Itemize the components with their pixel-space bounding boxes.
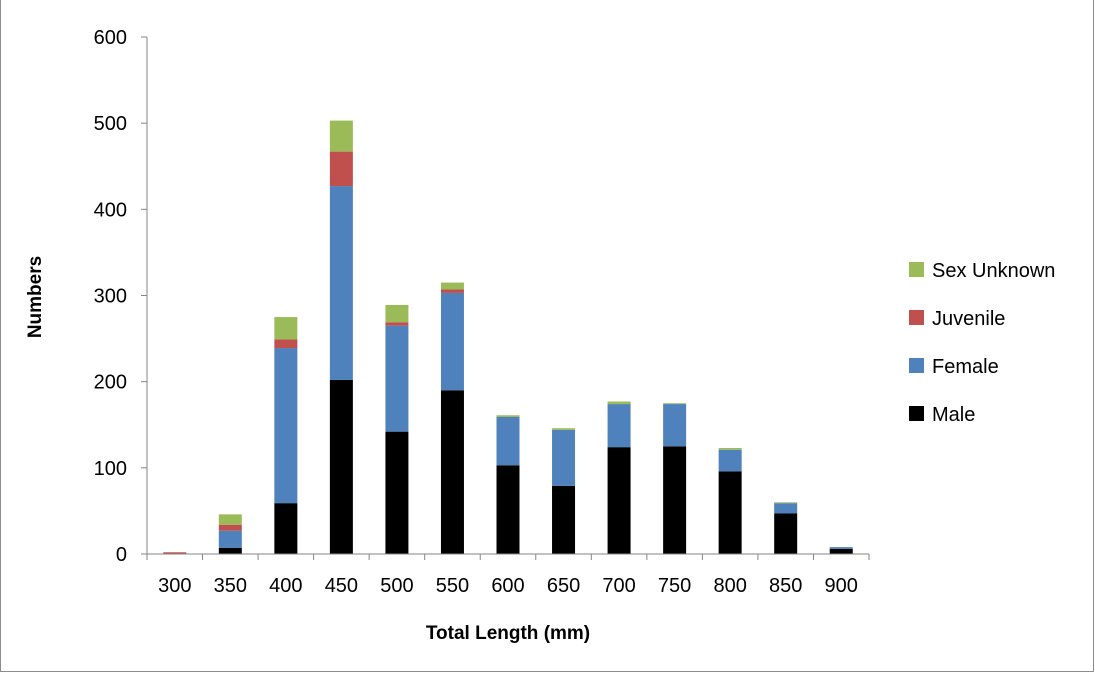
bar-female-650 [552, 429, 576, 486]
bar-juvenile-400 [274, 339, 298, 349]
bar-male-500 [385, 431, 409, 554]
bar-sex-unknown-750 [663, 403, 687, 405]
legend-label-male: Male [932, 404, 975, 426]
y-tick-label: 0 [116, 544, 127, 566]
bar-juvenile-550 [440, 289, 464, 293]
y-tick-label: 500 [94, 113, 127, 135]
y-tick-label: 600 [94, 27, 127, 49]
x-tick-label: 850 [769, 575, 802, 597]
bar-sex-unknown-650 [552, 428, 576, 430]
bar-male-550 [440, 390, 464, 554]
bar-male-600 [496, 465, 520, 554]
bar-female-800 [718, 449, 742, 472]
bar-male-900 [829, 548, 853, 554]
x-tick-label: 700 [602, 575, 635, 597]
ticks-group: 0 100 200 300 400 500 600 300 350 400 450 500 550 600… [94, 27, 870, 597]
x-tick-label: 300 [158, 575, 191, 597]
y-tick-label: 300 [94, 286, 127, 308]
bar-female-500 [385, 325, 409, 432]
x-tick-label: 800 [713, 575, 746, 597]
y-tick-label: 200 [94, 372, 127, 394]
legend-swatch-female [909, 358, 924, 373]
y-axis-title: Numbers [25, 256, 46, 338]
bar-juvenile-350 [218, 524, 242, 531]
bar-sex-unknown-450 [329, 120, 353, 152]
bars-group [163, 120, 853, 554]
bar-male-850 [774, 513, 798, 554]
bar-sex-unknown-600 [496, 415, 520, 417]
bar-male-750 [663, 446, 687, 554]
bar-male-350 [218, 547, 242, 554]
bar-female-900 [829, 547, 853, 549]
legend: Sex Unknown Juvenile Female Male [909, 260, 1055, 426]
bar-sex-unknown-800 [718, 448, 742, 450]
bar-female-700 [607, 404, 631, 448]
bar-female-850 [774, 503, 798, 514]
legend-label-sex-unknown: Sex Unknown [932, 260, 1055, 282]
x-tick-label: 400 [269, 575, 302, 597]
legend-label-juvenile: Juvenile [932, 308, 1005, 330]
x-tick-label: 750 [658, 575, 691, 597]
x-axis-title: Total Length (mm) [426, 623, 590, 644]
bar-female-600 [496, 417, 520, 466]
bar-male-400 [274, 503, 298, 554]
x-tick-label: 900 [825, 575, 858, 597]
bar-female-750 [663, 404, 687, 447]
bar-female-550 [440, 292, 464, 391]
bar-female-350 [218, 530, 242, 548]
x-tick-label: 550 [436, 575, 469, 597]
bar-male-450 [329, 379, 353, 554]
bar-sex-unknown-400 [274, 317, 298, 340]
x-tick-label: 450 [325, 575, 358, 597]
bar-juvenile-300 [163, 552, 187, 554]
bar-sex-unknown-850 [774, 502, 798, 504]
bar-juvenile-500 [385, 322, 409, 326]
y-tick-label: 100 [94, 458, 127, 480]
legend-swatch-sex-unknown [909, 262, 924, 277]
bar-female-400 [274, 348, 298, 504]
bar-female-450 [329, 186, 353, 380]
bar-sex-unknown-700 [607, 401, 631, 405]
legend-swatch-male [909, 406, 924, 421]
legend-label-female: Female [932, 356, 999, 378]
bar-male-650 [552, 485, 576, 554]
y-tick-label: 400 [94, 199, 127, 221]
x-tick-label: 350 [214, 575, 247, 597]
bar-sex-unknown-500 [385, 304, 409, 323]
bar-sex-unknown-350 [218, 514, 242, 525]
x-tick-label: 650 [547, 575, 580, 597]
x-tick-label: 500 [380, 575, 413, 597]
x-tick-label: 600 [491, 575, 524, 597]
legend-swatch-juvenile [909, 310, 924, 325]
bar-sex-unknown-550 [440, 282, 464, 290]
bar-male-800 [718, 471, 742, 554]
bar-male-700 [607, 447, 631, 554]
bar-juvenile-450 [329, 151, 353, 187]
